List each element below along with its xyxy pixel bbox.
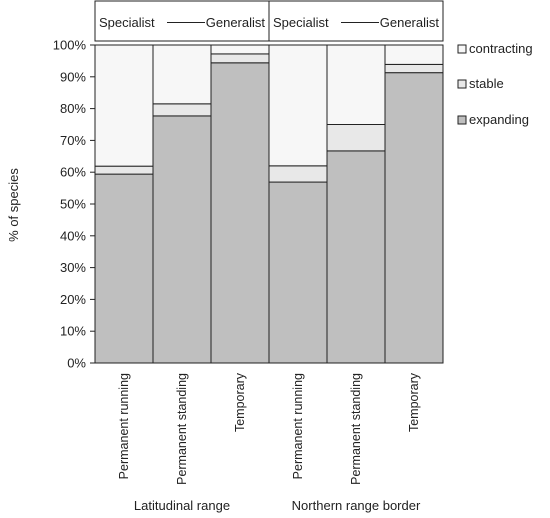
header-specialist-label: Specialist (99, 15, 155, 30)
legend-label-stable: stable (469, 76, 504, 91)
header-box (94, 0, 270, 42)
y-tick-label: 30% (60, 260, 86, 275)
bar-segment-stable (152, 103, 212, 117)
legend-swatch-stable (457, 79, 467, 89)
group-label: Northern range border (292, 498, 421, 513)
bar-segment-stable (94, 165, 154, 175)
bar-segment-contracting (268, 44, 328, 167)
legend-swatch-expanding (457, 115, 467, 125)
legend-swatch-contracting (457, 44, 467, 54)
header-box (268, 0, 444, 42)
category-label: Permanent standing (349, 373, 363, 485)
bars (94, 44, 444, 364)
header-generalist-label: Generalist (380, 15, 440, 30)
bar-segment-stable (326, 124, 386, 152)
y-tick-label: 100% (53, 38, 87, 53)
y-tick-label: 20% (60, 292, 86, 307)
legend-label-contracting: contracting (469, 41, 533, 56)
bar-segment-expanding (94, 173, 154, 364)
group-labels: Latitudinal range Northern range border (134, 498, 421, 513)
bar-segment-contracting (152, 44, 212, 105)
y-tick-label: 80% (60, 101, 86, 116)
header-generalist-label: Generalist (206, 15, 266, 30)
y-axis-label: % of species (6, 168, 21, 242)
bar-segment-expanding (210, 62, 270, 364)
bar-segment-contracting (210, 44, 270, 55)
bar-segment-contracting (326, 44, 386, 125)
y-axis-ticks: 0% 10% 20% 30% 40% 50% 60% 70% 80% 90% 100% (53, 38, 95, 371)
category-label: Permanent standing (175, 373, 189, 485)
header-specialist-label: Specialist (273, 15, 329, 30)
y-tick-label: 10% (60, 324, 86, 339)
group-label: Latitudinal range (134, 498, 230, 513)
y-tick-label: 90% (60, 69, 86, 84)
category-label: Temporary (233, 372, 247, 432)
y-tick-label: 0% (67, 356, 86, 371)
bar-segment-expanding (384, 72, 444, 364)
axes (94, 45, 443, 364)
bar-segment-stable (268, 165, 328, 183)
category-label: Permanent running (117, 373, 131, 479)
bar-segment-contracting (384, 44, 444, 65)
y-tick-label: 50% (60, 197, 86, 212)
bar-segment-expanding (152, 115, 212, 364)
bar-segment-contracting (94, 44, 154, 167)
y-axis-label-group: % of species (6, 168, 21, 242)
category-labels: Permanent running Permanent standing Tempo… (117, 372, 421, 485)
group-headers: Specialist Generalist Specialist Generalist (94, 0, 444, 42)
bar-segment-stable (210, 53, 270, 64)
legend-label-expanding: expanding (469, 112, 529, 127)
category-label: Permanent running (291, 373, 305, 479)
y-tick-label: 70% (60, 133, 86, 148)
bar-segment-expanding (326, 150, 386, 364)
y-tick-label: 60% (60, 165, 86, 180)
bar-segment-expanding (268, 181, 328, 364)
legend: contracting stable expanding (457, 41, 533, 127)
y-tick-label: 40% (60, 228, 86, 243)
category-label: Temporary (407, 372, 421, 432)
bar-segment-stable (384, 63, 444, 74)
